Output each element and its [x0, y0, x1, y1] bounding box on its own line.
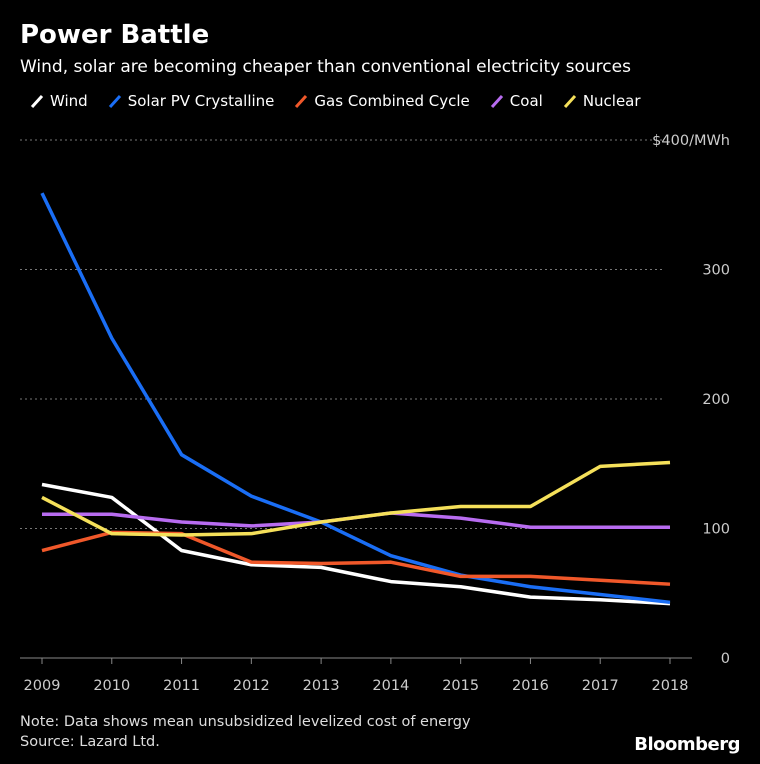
note-text: Note: Data shows mean unsubsidized level…	[20, 714, 471, 730]
legend-label: Wind	[50, 92, 88, 110]
y-tick-label: 200	[702, 392, 730, 408]
series-line-wind	[41, 482, 671, 606]
x-tick-label: 2017	[582, 678, 619, 694]
x-tick-label: 2018	[652, 678, 689, 694]
legend-item: Nuclear	[563, 92, 641, 110]
legend-swatch-icon	[108, 94, 121, 108]
legend-item: Solar PV Crystalline	[108, 92, 275, 110]
x-tick-label: 2013	[303, 678, 340, 694]
x-tick-label: 2015	[442, 678, 479, 694]
y-tick-label: 0	[721, 651, 730, 667]
source-text: Source: Lazard Ltd.	[20, 734, 160, 750]
y-tick-label: 300	[702, 263, 730, 279]
legend-item: Gas Combined Cycle	[294, 92, 470, 110]
legend-item: Wind	[30, 92, 88, 110]
legend-label: Gas Combined Cycle	[314, 92, 470, 110]
x-tick-label: 2009	[24, 678, 61, 694]
chart-title: Power Battle	[20, 20, 210, 50]
legend-item: Coal	[490, 92, 543, 110]
series-line-solar-pv-crystalline	[40, 192, 671, 605]
x-tick-label: 2010	[93, 678, 130, 694]
legend-swatch-icon	[30, 94, 44, 108]
footnote: Note: Data shows mean unsubsidized level…	[20, 712, 471, 752]
series-line-nuclear	[41, 460, 671, 537]
y-tick-label: 100	[702, 522, 730, 538]
legend: Wind Solar PV Crystalline Gas Combined Cyc…	[30, 92, 641, 110]
x-tick-label: 2012	[233, 678, 270, 694]
x-tick-label: 2014	[372, 678, 409, 694]
bloomberg-logo: Bloomberg	[634, 734, 740, 755]
legend-swatch-icon	[490, 94, 503, 108]
y-tick-label: $400/MWh	[652, 133, 730, 149]
x-tick-label: 2016	[512, 678, 549, 694]
legend-label: Coal	[509, 92, 543, 110]
legend-swatch-icon	[563, 94, 576, 108]
legend-swatch-icon	[295, 94, 308, 108]
legend-label: Nuclear	[582, 92, 641, 110]
legend-label: Solar PV Crystalline	[127, 92, 275, 110]
chart-subtitle: Wind, solar are becoming cheaper than co…	[20, 57, 631, 77]
x-tick-label: 2011	[163, 678, 200, 694]
